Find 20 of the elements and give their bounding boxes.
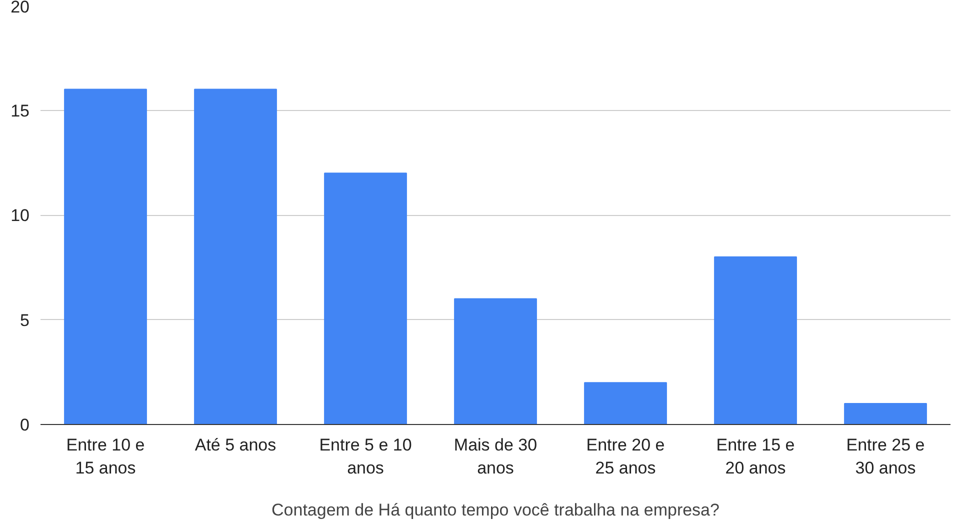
x-tick-label: Até 5 anos <box>194 436 276 454</box>
x-tick-label: Mais de 30 anos <box>454 436 538 478</box>
bar <box>324 172 407 424</box>
bar <box>844 403 927 424</box>
bar <box>194 88 277 424</box>
y-tick-label: 10 <box>10 206 30 225</box>
x-tick-label: Entre 10 e 15 anos <box>66 436 145 478</box>
bar <box>714 256 797 424</box>
x-tick-label: Entre 20 e 25 anos <box>586 436 665 478</box>
y-tick-label: 20 <box>10 0 30 16</box>
y-tick-label: 5 <box>20 310 30 330</box>
x-tick-label: Entre 15 e 20 anos <box>716 436 795 478</box>
y-tick-label: 15 <box>10 101 30 120</box>
x-tick-label: Entre 5 e 10 anos <box>319 436 412 478</box>
bar <box>454 298 537 424</box>
x-tick-label: Entre 25 e 30 anos <box>846 436 925 478</box>
y-tick-label: 0 <box>20 416 30 434</box>
bar <box>584 382 667 424</box>
bar <box>64 88 147 424</box>
x-axis-title: Contagem de Há quanto tempo você trabalha na empresa? <box>272 500 720 520</box>
